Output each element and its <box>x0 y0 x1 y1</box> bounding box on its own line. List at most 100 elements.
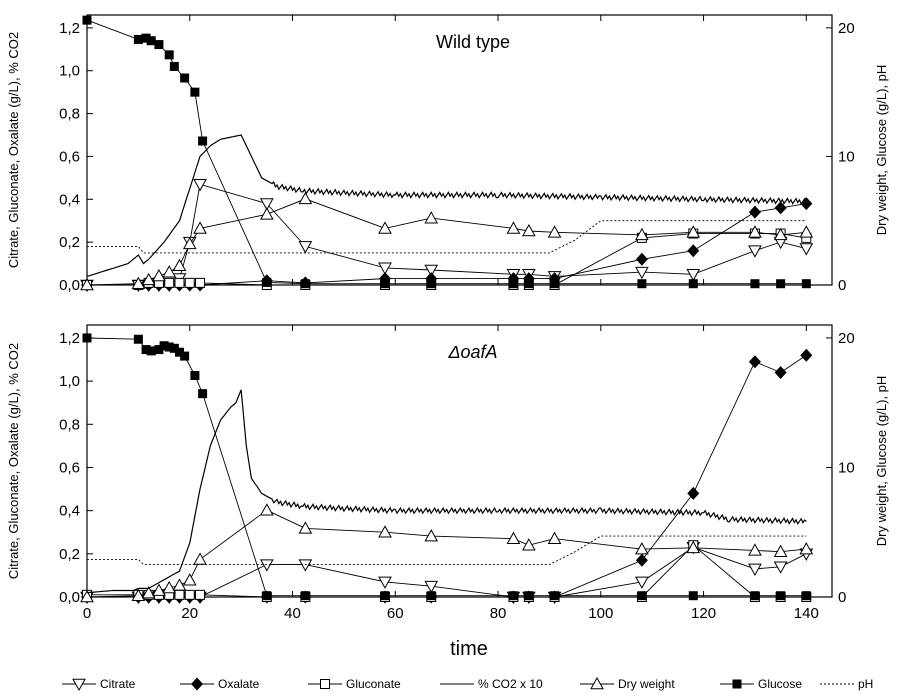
data-point <box>686 268 701 282</box>
y-right-axis-title: Dry weight, Glucose (g/L), pH <box>874 376 889 547</box>
data-point <box>424 211 439 224</box>
x-tick-label: 100 <box>588 605 613 622</box>
data-point <box>262 277 272 287</box>
data-point <box>131 588 146 602</box>
data-point <box>180 73 190 83</box>
data-point <box>748 225 762 238</box>
data-point <box>748 563 762 576</box>
data-point <box>152 583 166 596</box>
data-point <box>550 591 560 601</box>
data-point <box>774 365 787 379</box>
data-point <box>801 591 811 601</box>
legend-item: Glucose <box>720 677 802 691</box>
data-point <box>750 591 760 601</box>
data-point <box>133 34 143 44</box>
y-right-tick-label: 0 <box>838 589 846 606</box>
data-point <box>146 346 156 356</box>
data-point <box>298 521 313 534</box>
data-point <box>774 201 787 215</box>
y-left-axis-title: Citrate, Gluconate, Oxalate (g/L), % CO2 <box>6 32 21 268</box>
data-point <box>164 277 175 288</box>
data-point <box>773 544 788 557</box>
data-point <box>131 276 146 290</box>
data-point <box>378 525 392 538</box>
series-dry-weight <box>80 503 814 603</box>
data-point <box>635 576 649 589</box>
data-point <box>776 279 786 289</box>
y-left-tick-label: 0,2 <box>59 234 80 251</box>
series-line <box>86 134 807 277</box>
data-point <box>164 50 174 60</box>
data-point <box>801 279 811 289</box>
data-point <box>547 531 562 545</box>
data-point <box>184 277 195 288</box>
series-dry-weight <box>80 191 814 291</box>
data-point <box>524 279 534 289</box>
y-left-tick-label: 1,0 <box>59 63 80 80</box>
panel-1: 0,0 0,2 0,4 0,6 0,8 1,0 1,2 0 10 20 Citrate, Gluco… <box>6 14 889 294</box>
data-point <box>748 543 762 556</box>
data-point <box>193 221 207 234</box>
panel-title: Wild type <box>436 32 510 52</box>
data-point <box>773 561 788 574</box>
data-point <box>637 279 647 289</box>
data-point <box>424 580 439 594</box>
legend-label: Glucose <box>758 677 802 691</box>
data-point <box>182 236 197 250</box>
y-left-tick-label: 1,2 <box>59 20 80 37</box>
y-right-tick-label: 20 <box>838 20 855 37</box>
data-point <box>80 277 94 291</box>
series-ph <box>87 535 807 566</box>
data-point <box>259 198 274 211</box>
data-point <box>635 266 649 280</box>
legend-label: pH <box>858 677 873 691</box>
data-point <box>193 178 207 192</box>
y-left-tick-label: 0,0 <box>59 277 80 294</box>
chart-panels: 0,0 0,2 0,4 0,6 0,8 1,0 1,2 0 10 20 Citrate, Gluco… <box>6 14 889 622</box>
data-point <box>133 334 143 344</box>
legend-label: Citrate <box>100 677 136 691</box>
data-point <box>378 221 392 234</box>
y-right-tick-label: 10 <box>838 148 855 165</box>
y-left-tick-label: 0,4 <box>59 191 80 208</box>
data-point <box>164 342 174 352</box>
data-point <box>522 223 536 237</box>
data-point <box>154 345 164 355</box>
data-point <box>190 371 200 381</box>
data-point <box>799 243 814 256</box>
data-point <box>748 205 761 219</box>
x-tick-label: 80 <box>490 605 507 622</box>
data-point <box>506 531 521 545</box>
data-point <box>424 264 439 278</box>
data-point <box>799 225 814 238</box>
legend-item: Gluconate <box>308 677 401 691</box>
data-point <box>195 277 206 288</box>
legend-label: % CO2 x 10 <box>478 677 543 691</box>
data-point <box>82 333 92 343</box>
data-point <box>141 33 151 43</box>
y-left-tick-label: 0,8 <box>59 106 80 123</box>
data-point <box>426 279 436 289</box>
legend-item: Citrate <box>62 677 136 692</box>
x-tick-label: 40 <box>284 605 301 622</box>
data-point <box>298 241 313 254</box>
data-point <box>174 277 185 288</box>
y-left-axis-title: Citrate, Gluconate, Oxalate (g/L), % CO2 <box>6 343 21 579</box>
data-point <box>686 540 701 554</box>
data-point <box>688 591 698 601</box>
data-point <box>380 279 390 289</box>
data-point <box>169 343 179 353</box>
data-point <box>688 279 698 289</box>
series-glucose <box>82 333 811 601</box>
y-left-tick-label: 0,4 <box>59 503 80 520</box>
data-point <box>190 87 200 97</box>
legend-marker <box>72 678 86 692</box>
data-point <box>506 221 521 234</box>
data-point <box>298 191 313 205</box>
x-tick-label: 60 <box>387 605 404 622</box>
legend-marker <box>191 677 203 691</box>
legend: Citrate Oxalate Gluconate % CO2 x 10 Dry wei… <box>62 676 873 692</box>
panel-title: ΔoafA <box>447 342 497 362</box>
legend-item: Oxalate <box>180 677 260 691</box>
data-point <box>748 245 762 258</box>
